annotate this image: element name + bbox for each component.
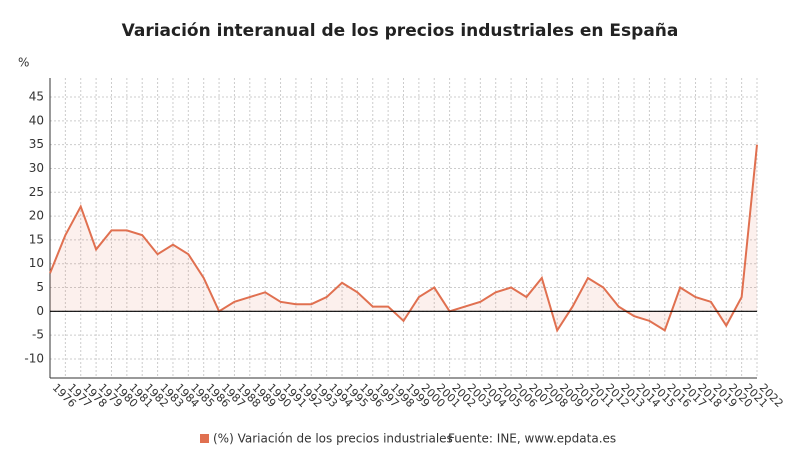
y-tick-label: 40 xyxy=(29,113,44,127)
line xyxy=(49,144,758,333)
chart-title: Variación interanual de los precios indu… xyxy=(122,21,679,41)
y-tick-label: 25 xyxy=(29,185,44,199)
y-tick-label: 10 xyxy=(29,256,44,270)
y-tick-label: 15 xyxy=(29,232,44,246)
legend-label: (%) Variación de los precios industriale… xyxy=(213,432,453,446)
y-tick-label: 0 xyxy=(36,304,44,318)
y-axis-label: % xyxy=(18,56,29,70)
source: Fuente: INE, www.epdata.es xyxy=(448,432,616,446)
y-tick-label: -5 xyxy=(32,328,44,342)
y-tick-label: 35 xyxy=(29,137,44,151)
y-tick-label: 5 xyxy=(36,280,44,294)
y-tick-label: -10 xyxy=(24,351,44,365)
legend-swatch xyxy=(200,434,209,443)
y-tick-label: 20 xyxy=(29,209,44,223)
y-tick-label: 30 xyxy=(29,161,44,175)
y-tick-label: 45 xyxy=(29,90,44,104)
